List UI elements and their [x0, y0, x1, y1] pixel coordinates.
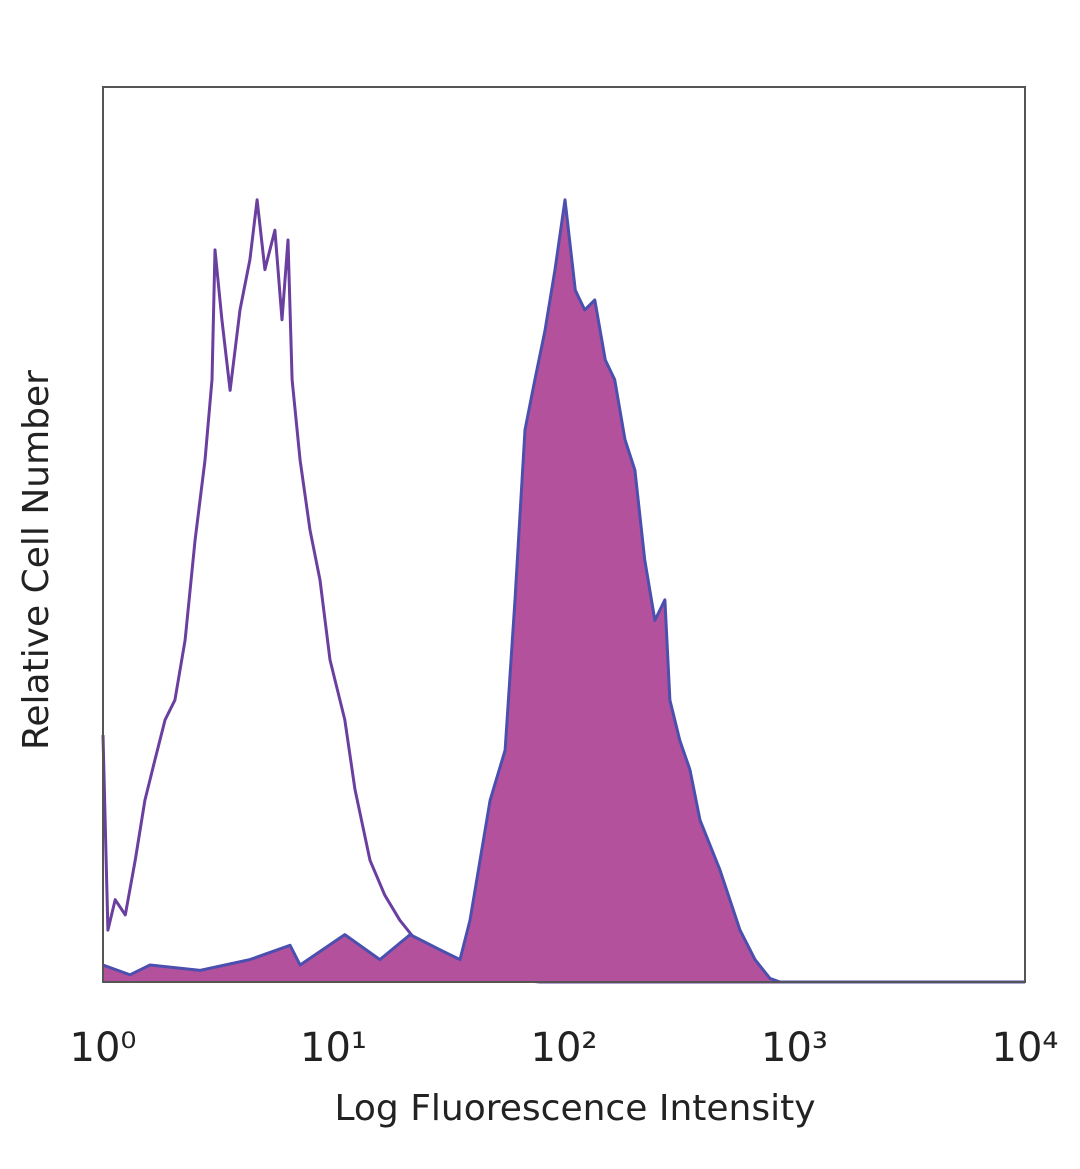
y-axis-label: Relative Cell Number	[16, 370, 57, 750]
histogram-line	[102, 198, 1025, 984]
x-tick-label: 10⁴	[992, 1025, 1059, 1071]
x-axis-label: Log Fluorescence Intensity	[334, 1088, 815, 1129]
x-tick-label: 10¹	[300, 1025, 367, 1071]
area-fill	[103, 199, 1025, 983]
x-tick-label: 10³	[761, 1025, 828, 1071]
x-tick-label: 10²	[531, 1025, 598, 1071]
x-tick-label: 10⁰	[70, 1025, 137, 1071]
plot-frame	[102, 86, 1026, 983]
histogram-line	[101, 198, 1025, 984]
